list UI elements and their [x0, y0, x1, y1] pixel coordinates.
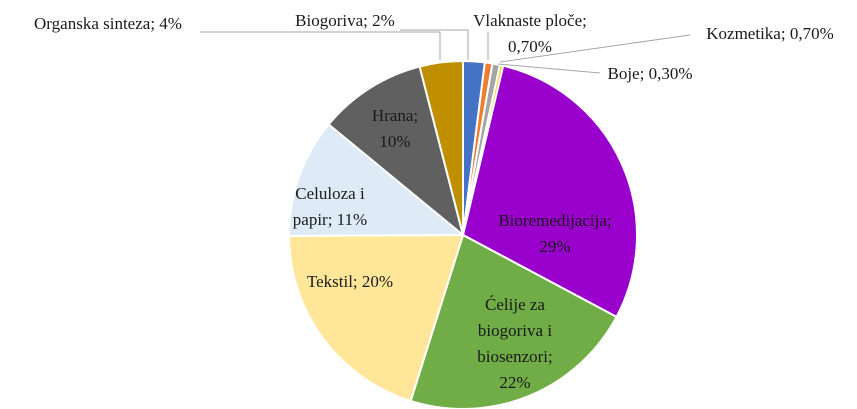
data-label: 10%: [379, 132, 410, 151]
data-label: 29%: [539, 237, 570, 256]
leader-line: [499, 34, 691, 63]
data-label: biogoriva i: [478, 321, 552, 340]
data-label: 0,70%: [508, 37, 552, 56]
data-label: Kozmetika; 0,70%: [706, 24, 833, 43]
data-label: Organska sinteza; 4%: [34, 14, 182, 33]
data-label: Biogoriva; 2%: [295, 11, 395, 30]
leader-line: [497, 63, 601, 74]
data-label: Vlaknaste ploče;: [473, 11, 587, 30]
pie-slice: [409, 233, 618, 409]
data-label: Ćelije za: [485, 295, 545, 314]
data-label: Boje; 0,30%: [608, 64, 693, 83]
data-label: Hrana;: [372, 106, 418, 125]
leader-line: [400, 29, 469, 60]
data-label: Celuloza i: [295, 184, 365, 203]
data-label: 22%: [499, 373, 530, 392]
pie-slice: [287, 233, 465, 403]
pie-slice: [288, 123, 466, 237]
pie-slice: [461, 64, 638, 319]
pie-slice: [327, 65, 465, 238]
data-label: Bioremedijacija;: [498, 211, 611, 230]
leader-line: [200, 31, 441, 60]
data-label: biosenzori;: [477, 347, 553, 366]
data-label: Tekstil; 20%: [307, 272, 393, 291]
data-label: papir; 11%: [293, 210, 367, 229]
pie-slice: [418, 59, 464, 236]
